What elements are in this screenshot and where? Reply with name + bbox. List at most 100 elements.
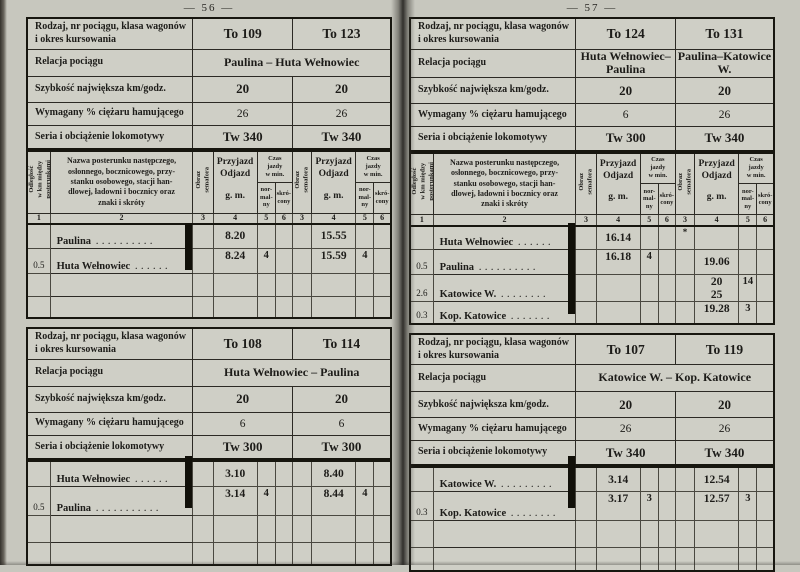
brake-value: 26 [575, 417, 676, 442]
loco-value: Tw 340 [674, 440, 775, 466]
timetable-row [26, 514, 392, 543]
station-name: Huta Wełnowiec [439, 237, 514, 249]
semaphore-col-header: Obraz semafora [575, 152, 597, 216]
time-value: 8.20 [212, 223, 258, 249]
brake-value: 26 [674, 417, 775, 442]
timetable: Katowice W.. . . . . . . . . 3.14 12.54 … [409, 465, 775, 572]
station-col-header: Nazwa posterunku następczego, osłonnego,… [432, 152, 577, 216]
brake-label: Wymagany % ciężaru hamującego [26, 101, 194, 126]
ride-time-header: Czas jazdy w min. [256, 150, 293, 183]
short-time-header: skró- cony [657, 183, 676, 216]
time-value: 15.55 [311, 223, 357, 249]
timetable-row [26, 295, 392, 319]
speed-label: Szybkość największa km/godz. [26, 385, 194, 413]
brake-label: Wymagany % ciężaru hamującego [26, 411, 194, 436]
semaphore-bar [185, 223, 192, 270]
time-value: 12.57 [694, 491, 740, 522]
semaphore-col-header: Obraz semafora [674, 152, 696, 216]
train-row-label: Rodzaj, nr pociągu, klasa wagonów i okre… [409, 333, 577, 366]
speed-value: 20 [575, 77, 676, 105]
relation-label: Relacja pociągu [26, 358, 194, 387]
time-value: 8.40 [311, 460, 357, 487]
ride-time-header: Czas jazdy w min. [639, 152, 676, 185]
station-col-header: Nazwa posterunku następczego, osłonnego,… [49, 150, 194, 214]
train-row-label: Rodzaj, nr pociągu, klasa wagonów i okre… [26, 17, 194, 50]
loco-label: Seria i obciążenie lokomotywy [26, 434, 194, 460]
loco-value: Tw 300 [575, 126, 676, 152]
train-number: To 108 [192, 327, 293, 360]
loco-value: Tw 340 [192, 124, 293, 150]
normal-time-header: nor- mal- ny [355, 181, 375, 214]
timetable-row: 0.3 Kop. Katowice. . . . . . . 19.28 3 [409, 301, 775, 325]
station-name: Katowice W. [439, 479, 497, 491]
station-name: Huta Wełnowiec [56, 260, 131, 272]
semaphore-bar [185, 456, 192, 508]
ride-time-value: 3 [639, 491, 659, 522]
speed-value: 20 [291, 75, 392, 103]
speed-label: Szybkość największa km/godz. [409, 77, 577, 105]
loco-value: Tw 340 [674, 126, 775, 152]
station-name: Paulina [56, 502, 92, 514]
loco-value: Tw 300 [192, 434, 293, 460]
brake-value: 6 [291, 411, 392, 436]
relation-label: Relacja pociągu [26, 48, 194, 77]
time-value: 3.14 [212, 485, 258, 516]
ride-time-value: 4 [256, 247, 276, 274]
station-name: Kop. Katowice [439, 310, 507, 322]
distance-value: 0.5 [26, 247, 51, 274]
train-info-table: Rodzaj, nr pociągu, klasa wagonów i okre… [409, 332, 775, 466]
speed-value: 20 [291, 385, 392, 413]
semaphore-col-header: Obraz semafora [291, 150, 313, 214]
relation-label: Relacja pociągu [409, 364, 577, 393]
arrival-departure-header: Przyjazd Odjazd g. m. [311, 150, 357, 214]
ride-time-value: 4 [256, 485, 276, 516]
ride-time-value: 3 [738, 301, 758, 325]
ride-time-value: 14 [738, 274, 758, 303]
time-value: 20 25 [694, 274, 740, 303]
relation-label: Relacja pociągu [409, 48, 577, 79]
short-time-header: skró- cony [373, 181, 392, 214]
relation-value: Katowice W. – Kop. Katowice [575, 364, 775, 393]
time-value: 8.44 [311, 485, 357, 516]
train-row-label: Rodzaj, nr pociągu, klasa wagonów i okre… [409, 17, 577, 50]
timetable-row [26, 272, 392, 297]
timetable-row: Paulina . . . . . . . . . . 8.20 15.55 [26, 223, 392, 249]
short-time-header: skró- cony [756, 183, 775, 216]
loco-label: Seria i obciążenie lokomotywy [409, 126, 577, 152]
brake-value: 26 [192, 101, 293, 126]
dot-leader: . . . . . . . . . [501, 480, 553, 490]
speed-value: 20 [192, 385, 293, 413]
loco-value: Tw 340 [575, 440, 676, 466]
normal-time-header: nor- mal- ny [256, 181, 276, 214]
normal-time-header: nor- mal- ny [639, 183, 659, 216]
time-value: 19.06 [694, 249, 740, 276]
normal-time-header: nor- mal- ny [738, 183, 758, 216]
brake-value: 6 [192, 411, 293, 436]
loco-value: Tw 340 [291, 124, 392, 150]
station-name: Kop. Katowice [439, 508, 507, 520]
dot-leader: . . . . . . . . . . [479, 263, 537, 273]
timetable-row: 0.5 Paulina. . . . . . . . . . . 3.14 4 … [26, 485, 392, 516]
book-bottom-edge-shadow [0, 561, 800, 565]
short-time-header: skró- cony [274, 181, 293, 214]
semaphore-bar [568, 456, 575, 508]
station-name: Huta Wełnowiec [56, 473, 131, 485]
station-name: Paulina [439, 262, 475, 274]
train-info-table: Rodzaj, nr pociągu, klasa wagonów i okre… [26, 17, 392, 150]
train-number: To 109 [192, 17, 293, 50]
relation-value: Paulina–Katowice W. [674, 48, 775, 79]
dot-leader: . . . . . . [518, 238, 552, 248]
loco-value: Tw 300 [291, 434, 392, 460]
ride-time-header: Czas jazdy w min. [355, 150, 392, 183]
timetable-row: 0.3 Kop. Katowice. . . . . . . . 3.17 3 … [409, 491, 775, 522]
timetable-row [409, 547, 775, 572]
ride-time-value: 4 [355, 247, 375, 274]
brake-value: 26 [291, 101, 392, 126]
ride-time-header: Czas jazdy w min. [738, 152, 775, 185]
speed-value: 20 [674, 391, 775, 419]
brake-label: Wymagany % ciężaru hamującego [409, 417, 577, 442]
ride-time-value: 4 [639, 249, 659, 276]
page-number: — 57 — [566, 2, 618, 14]
